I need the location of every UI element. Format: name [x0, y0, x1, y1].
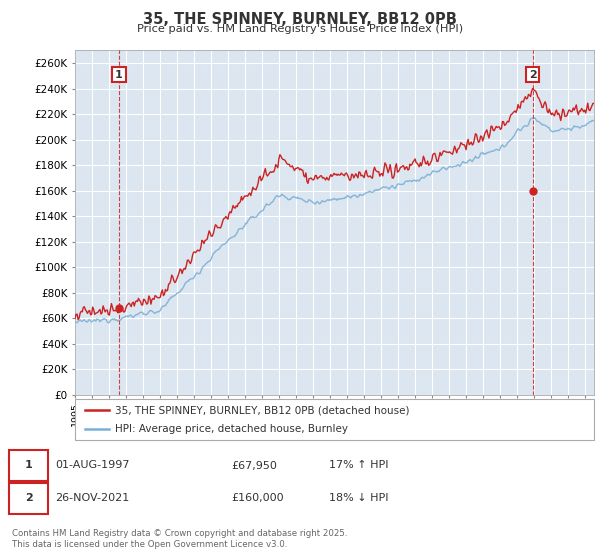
Text: £160,000: £160,000: [231, 493, 284, 503]
Text: 2: 2: [25, 493, 32, 503]
Text: £67,950: £67,950: [231, 460, 277, 470]
Text: 1: 1: [25, 460, 32, 470]
FancyBboxPatch shape: [9, 450, 48, 481]
Text: 01-AUG-1997: 01-AUG-1997: [55, 460, 130, 470]
Text: HPI: Average price, detached house, Burnley: HPI: Average price, detached house, Burn…: [115, 424, 349, 433]
Text: 35, THE SPINNEY, BURNLEY, BB12 0PB (detached house): 35, THE SPINNEY, BURNLEY, BB12 0PB (deta…: [115, 405, 410, 415]
Text: 35, THE SPINNEY, BURNLEY, BB12 0PB: 35, THE SPINNEY, BURNLEY, BB12 0PB: [143, 12, 457, 27]
Text: 26-NOV-2021: 26-NOV-2021: [55, 493, 130, 503]
Text: 2: 2: [529, 69, 536, 80]
Text: 1: 1: [115, 69, 123, 80]
Text: Price paid vs. HM Land Registry's House Price Index (HPI): Price paid vs. HM Land Registry's House …: [137, 24, 463, 34]
Text: Contains HM Land Registry data © Crown copyright and database right 2025.
This d: Contains HM Land Registry data © Crown c…: [12, 529, 347, 549]
Text: 17% ↑ HPI: 17% ↑ HPI: [329, 460, 388, 470]
FancyBboxPatch shape: [9, 483, 48, 514]
Text: 18% ↓ HPI: 18% ↓ HPI: [329, 493, 388, 503]
